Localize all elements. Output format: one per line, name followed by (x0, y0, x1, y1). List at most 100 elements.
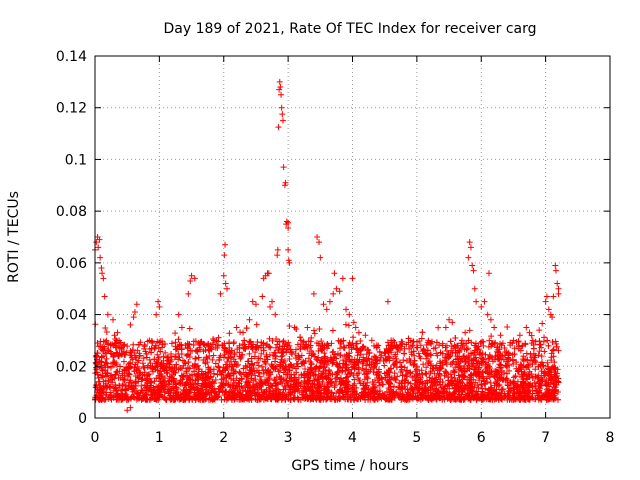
data-point (285, 382, 292, 389)
data-point (473, 396, 480, 403)
data-point (127, 321, 134, 328)
data-point (283, 371, 290, 378)
data-point (466, 239, 473, 246)
data-point (462, 329, 469, 336)
data-point (161, 341, 168, 348)
data-point (357, 395, 364, 402)
data-point (264, 341, 271, 348)
data-point (237, 370, 244, 377)
data-point (397, 386, 404, 393)
data-point (230, 385, 237, 392)
data-point (383, 345, 390, 352)
data-point (244, 387, 251, 394)
data-point (402, 386, 409, 393)
data-point (275, 392, 282, 399)
data-point (153, 375, 160, 382)
data-point (193, 347, 200, 354)
data-point (302, 387, 309, 394)
data-point (279, 345, 286, 352)
data-point (385, 353, 392, 360)
data-point (117, 363, 124, 370)
data-point (285, 395, 292, 402)
data-point (281, 357, 288, 364)
data-point (143, 396, 150, 403)
y-tick-label: 0.1 (65, 152, 87, 168)
data-point (385, 354, 392, 361)
data-point (451, 342, 458, 349)
data-point (542, 380, 549, 387)
data-point (120, 358, 127, 365)
data-point (269, 298, 276, 305)
data-point (98, 265, 105, 272)
data-point (317, 374, 324, 381)
data-point (132, 382, 139, 389)
x-tick-label: 1 (155, 430, 164, 446)
data-point (517, 361, 524, 368)
data-point (110, 316, 117, 323)
data-point (248, 371, 255, 378)
data-point (346, 356, 353, 363)
data-point (188, 272, 195, 279)
data-point (133, 389, 140, 396)
data-point (397, 341, 404, 348)
data-point (519, 375, 526, 382)
data-point (243, 325, 250, 332)
data-point (210, 335, 217, 342)
data-point (450, 358, 457, 365)
data-point (98, 394, 105, 401)
data-point (103, 350, 110, 357)
data-point (295, 353, 302, 360)
data-point (484, 390, 491, 397)
data-point (192, 355, 199, 362)
data-point (535, 374, 542, 381)
x-tick-label: 6 (477, 430, 486, 446)
data-point (536, 337, 543, 344)
data-point (220, 381, 227, 388)
data-point (529, 374, 536, 381)
data-point (158, 386, 165, 393)
data-point (479, 388, 486, 395)
data-point (186, 325, 193, 332)
data-point (365, 347, 372, 354)
data-point (177, 396, 184, 403)
data-point (532, 338, 539, 345)
data-point (326, 298, 333, 305)
data-point (335, 395, 342, 402)
data-point (418, 391, 425, 398)
data-point (336, 396, 343, 403)
data-point (254, 385, 261, 392)
data-point (526, 329, 533, 336)
data-point (184, 345, 191, 352)
data-point (467, 350, 474, 357)
data-point (272, 358, 279, 365)
data-point (140, 345, 147, 352)
data-point (113, 360, 120, 367)
data-point (203, 354, 210, 361)
data-point (228, 347, 235, 354)
data-point (551, 392, 558, 399)
data-point (409, 342, 416, 349)
data-point (386, 380, 393, 387)
data-point (236, 369, 243, 376)
data-point (223, 285, 230, 292)
data-point (298, 372, 305, 379)
data-point (274, 246, 281, 253)
data-point (321, 390, 328, 397)
data-point (313, 388, 320, 395)
data-point (157, 380, 164, 387)
data-point (437, 381, 444, 388)
data-point (536, 327, 543, 334)
data-point (272, 311, 279, 318)
data-point (452, 349, 459, 356)
data-point (304, 370, 311, 377)
data-point (326, 367, 333, 374)
data-point (479, 394, 486, 401)
data-point (153, 360, 160, 367)
data-point (375, 368, 382, 375)
data-point (510, 382, 517, 389)
data-point (416, 338, 423, 345)
data-point (524, 396, 531, 403)
data-point (155, 298, 162, 305)
data-point (374, 396, 381, 403)
data-point (205, 340, 212, 347)
